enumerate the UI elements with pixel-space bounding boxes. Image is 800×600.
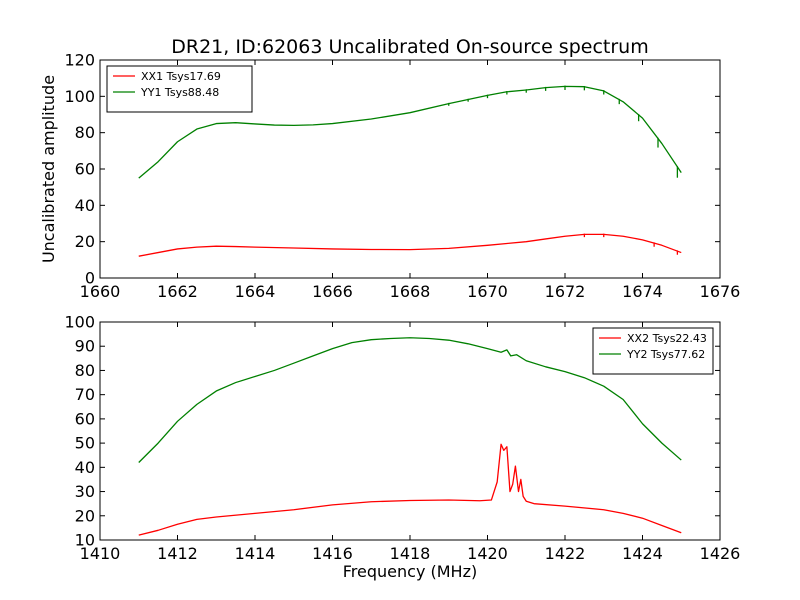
y-tick-label: 20 xyxy=(75,232,95,251)
legend-box xyxy=(106,65,253,113)
x-tick-label: 1416 xyxy=(312,544,353,563)
x-tick-label: 1670 xyxy=(467,282,508,301)
y-tick-label: 70 xyxy=(75,385,95,404)
legend-label: XX1 Tsys17.69 xyxy=(141,70,221,83)
y-tick-label: 0 xyxy=(85,269,95,288)
series-line-2 xyxy=(138,337,682,463)
y-tick-label: 30 xyxy=(75,482,95,501)
y-tick-label: 100 xyxy=(64,87,95,106)
series-line-1 xyxy=(138,233,682,257)
figure-title: DR21, ID:62063 Uncalibrated On-source sp… xyxy=(171,36,648,58)
series-line-1 xyxy=(138,443,682,536)
y-tick-label: 40 xyxy=(75,196,95,215)
legend-label: XX2 Tsys22.43 xyxy=(627,332,707,345)
y-tick-label: 80 xyxy=(75,123,95,142)
x-tick-label: 1660 xyxy=(80,282,121,301)
legend-box xyxy=(592,327,714,375)
top-panel: 1660 1662 1664 1666 1668 1670 1672 1674 1676 0 20 4… xyxy=(39,51,740,302)
x-tick-label: 1420 xyxy=(467,544,508,563)
y-tick-label: 40 xyxy=(75,458,95,477)
y-tick-label: 90 xyxy=(75,337,95,356)
x-tick-label: 1668 xyxy=(390,282,431,301)
y-tick-label: 80 xyxy=(75,361,95,380)
x-tick-label: 1410 xyxy=(80,544,121,563)
x-tick-label: 1662 xyxy=(157,282,198,301)
y-tick-label: 100 xyxy=(64,313,95,332)
x-tick-label: 1422 xyxy=(545,544,586,563)
x-tick-label: 1672 xyxy=(545,282,586,301)
y-tick-label: 120 xyxy=(64,51,95,70)
x-tick-label: 1674 xyxy=(622,282,663,301)
legend-label: YY2 Tsys77.62 xyxy=(626,348,705,361)
legend-label: YY1 Tsys88.48 xyxy=(140,86,219,99)
bottom-panel: 1410 1412 1414 1416 1418 1420 1422 1424 1426 10 20… xyxy=(64,313,740,582)
x-tick-label: 1414 xyxy=(235,544,276,563)
y-tick-label: 10 xyxy=(75,531,95,550)
y-tick-label: 20 xyxy=(75,506,95,525)
x-tick-label: 1676 xyxy=(700,282,741,301)
legend: XX2 Tsys22.43 YY2 Tsys77.62 xyxy=(592,327,714,375)
x-axis-title: Frequency (MHz) xyxy=(343,562,477,581)
x-tick-label: 1426 xyxy=(700,544,741,563)
x-tick-label: 1424 xyxy=(622,544,663,563)
x-tick-label: 1666 xyxy=(312,282,353,301)
x-tick-label: 1412 xyxy=(157,544,198,563)
y-tick-label: 60 xyxy=(75,160,95,179)
x-tick-label: 1418 xyxy=(390,544,431,563)
y-tick-label: 50 xyxy=(75,434,95,453)
x-tick-label: 1664 xyxy=(235,282,276,301)
y-tick-label: 60 xyxy=(75,409,95,428)
legend: XX1 Tsys17.69 YY1 Tsys88.48 xyxy=(106,65,253,113)
y-axis-title: Uncalibrated amplitude xyxy=(39,75,58,263)
